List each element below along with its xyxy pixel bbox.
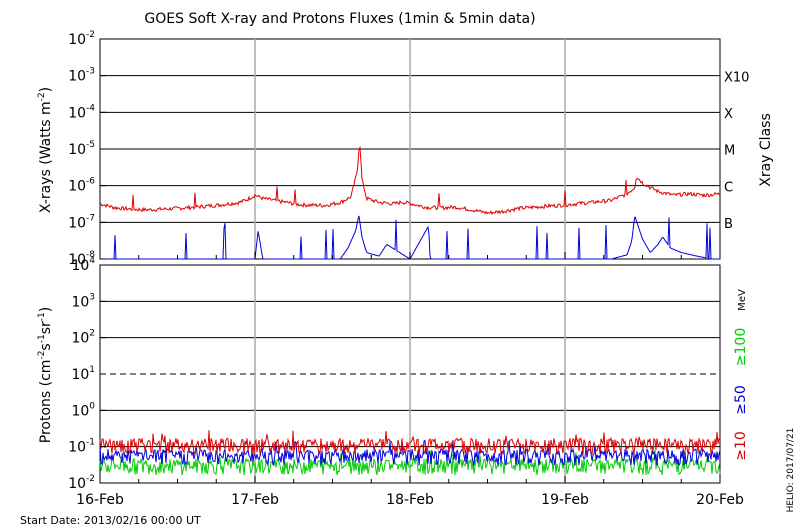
xray-ytick-label: 10-3	[68, 67, 95, 85]
flare-class-label: X10	[724, 70, 749, 85]
start-date-label: Start Date: 2013/02/16 00:00 UT	[20, 514, 201, 527]
flare-class-label: X	[724, 107, 733, 122]
legend-ge100: ≥100	[733, 328, 749, 366]
proton-ytick-label: 101	[71, 365, 95, 383]
proton-ytick-label: 103	[71, 292, 95, 310]
flare-class-label: M	[724, 144, 735, 159]
xtick-label: 20-Feb	[696, 492, 744, 508]
legend-ge50: ≥50	[733, 385, 749, 415]
proton-series-ge10	[99, 430, 721, 456]
proton-ylabel: Protons (cm-2s-1sr-1)	[37, 307, 54, 443]
xray-ytick-label: 10-2	[68, 30, 95, 48]
flare-class-label: B	[724, 217, 733, 232]
xray-ytick-label: 10-5	[68, 140, 95, 158]
proton-ytick-label: 104	[71, 256, 95, 274]
chart-title: GOES Soft X-ray and Protons Fluxes (1min…	[144, 11, 535, 27]
xray-class-axis-label: Xray Class	[758, 113, 774, 187]
xtick-label: 19-Feb	[541, 492, 589, 508]
xray-ytick-label: 10-4	[68, 103, 95, 121]
legend-ge10: ≥10	[733, 431, 749, 461]
xray-ytick-label: 10-8	[68, 250, 95, 268]
tick-layer: 10-8 10-7 10-6 10-5 10-4 10-3 10-2 10-2 10-1 100 1…	[68, 30, 749, 508]
xtick-label: 16-Feb	[76, 492, 124, 508]
series-layer	[99, 145, 721, 476]
xtick-label: 18-Feb	[386, 492, 434, 508]
helio-credit: HELIO: 2017/07/21	[786, 428, 796, 513]
xray-long-series	[100, 145, 721, 216]
proton-ytick-label: 10-2	[68, 474, 95, 492]
xray-ylabel: X-rays (Watts m-2)	[37, 87, 54, 213]
flare-class-label: C	[724, 180, 733, 195]
xray-ytick-label: 10-7	[68, 213, 95, 231]
proton-series-ge50	[99, 439, 721, 467]
proton-ytick-label: 100	[71, 401, 95, 419]
proton-ytick-label: 10-1	[68, 438, 95, 456]
proton-ytick-label: 102	[71, 329, 95, 347]
grid-layer	[100, 39, 720, 483]
mev-unit-label: MeV	[737, 289, 748, 311]
xtick-label: 17-Feb	[231, 492, 279, 508]
xray-ytick-label: 10-6	[68, 177, 95, 195]
